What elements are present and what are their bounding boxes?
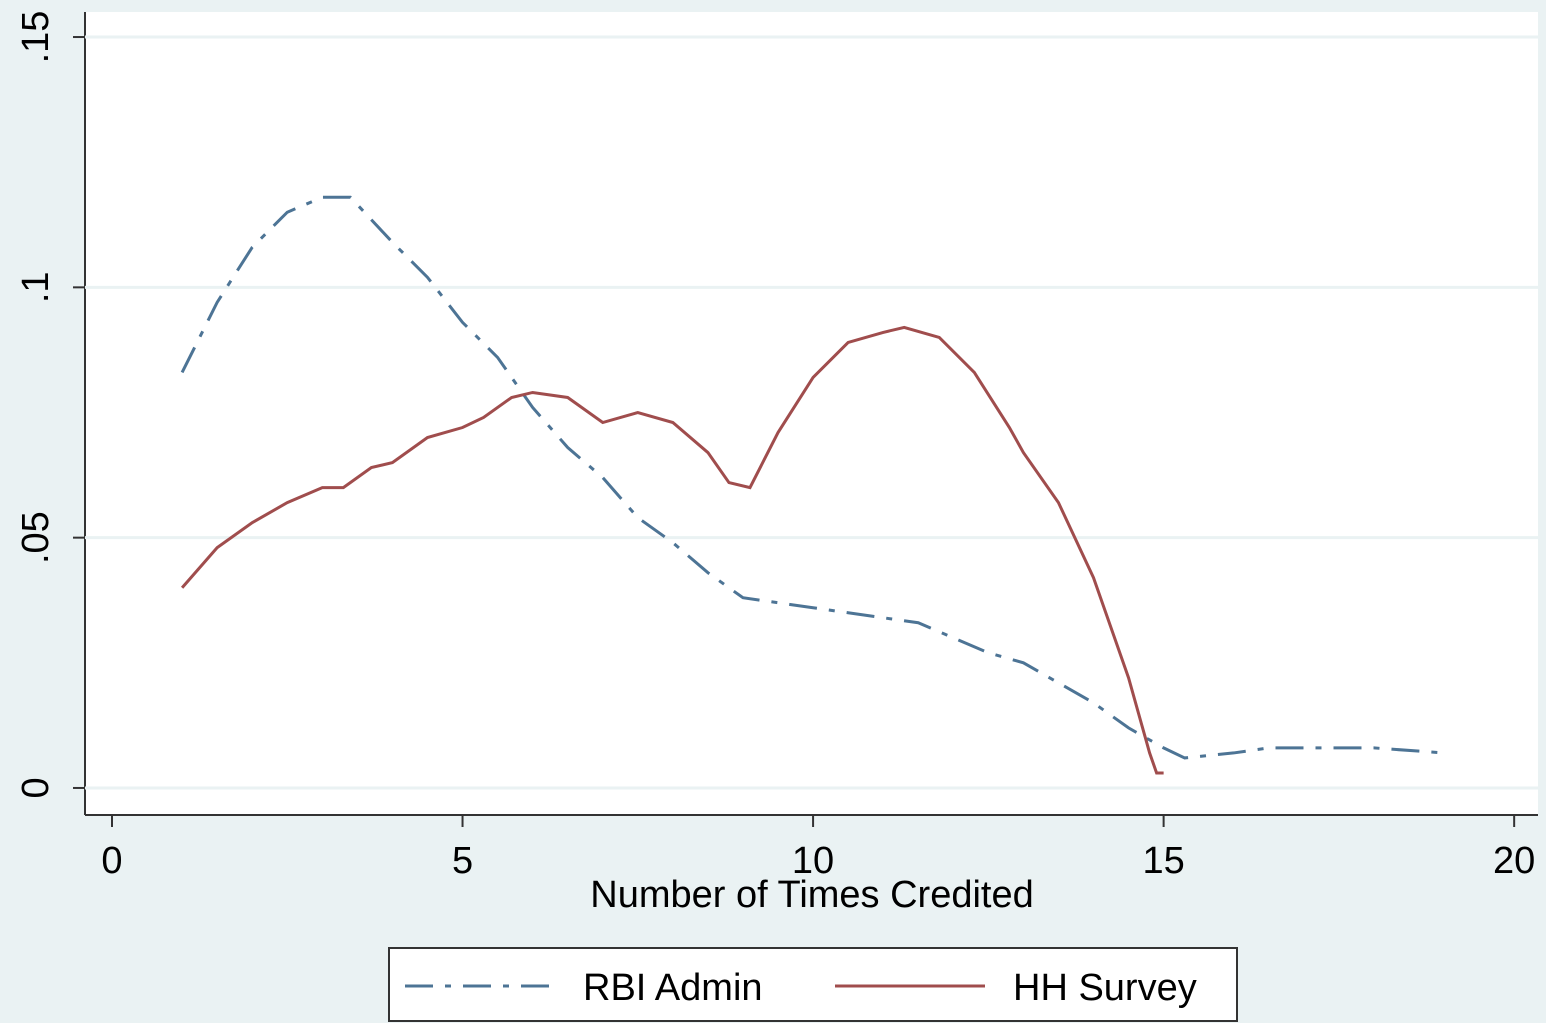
y-tick-label: .15 xyxy=(15,11,57,64)
series-line xyxy=(180,195,1445,760)
legend-label: RBI Admin xyxy=(583,967,763,1009)
y-tick-label: 0 xyxy=(15,777,57,798)
x-tick-label: 10 xyxy=(792,840,834,882)
plot-area xyxy=(85,12,1538,815)
x-tick-label: 5 xyxy=(452,840,473,882)
x-tick-label: 15 xyxy=(1142,840,1184,882)
y-tick-label: .1 xyxy=(15,271,57,303)
series-line xyxy=(180,325,1164,775)
x-axis-title: Number of Times Credited xyxy=(590,874,1034,916)
x-tick-label: 20 xyxy=(1493,840,1535,882)
y-tick-label: .05 xyxy=(15,511,57,564)
legend-label: HH Survey xyxy=(1013,967,1197,1009)
x-tick-label: 0 xyxy=(101,840,122,882)
